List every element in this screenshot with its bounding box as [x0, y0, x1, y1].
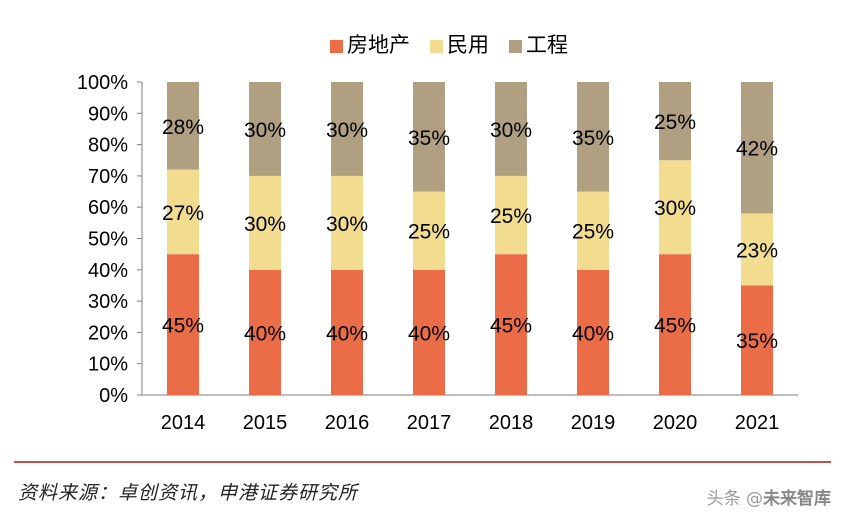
- x-tick-label: 2015: [243, 412, 288, 434]
- y-tick-label: 50%: [88, 229, 128, 251]
- y-tick-label: 20%: [88, 322, 128, 344]
- y-tick-label: 80%: [88, 135, 128, 157]
- x-tick-label: 2014: [161, 412, 206, 434]
- legend-label: 工程: [526, 33, 568, 57]
- bar-segment-2: [741, 213, 773, 286]
- data-label: 45%: [162, 315, 204, 338]
- data-label: 40%: [408, 322, 450, 345]
- data-label: 35%: [736, 330, 778, 353]
- bar-segment-1: [249, 269, 281, 395]
- y-tick-label: 70%: [88, 166, 128, 188]
- bar-segment-2: [167, 169, 199, 255]
- data-label: 30%: [244, 213, 286, 236]
- data-label: 28%: [162, 116, 204, 139]
- bar-segment-3: [331, 82, 363, 176]
- y-tick-label: 30%: [88, 291, 128, 313]
- x-tick-label: 2017: [407, 412, 452, 434]
- source-note: 资料来源：卓创资讯，申港证券研究所: [18, 482, 359, 504]
- watermark: 头条 @未来智库: [707, 484, 831, 509]
- legend-label: 民用: [447, 33, 489, 57]
- x-tick-label: 2016: [325, 412, 370, 434]
- data-label: 30%: [654, 197, 696, 220]
- legend-swatch-1: [330, 40, 343, 53]
- bar-segment-3: [495, 82, 527, 176]
- bar-segment-1: [495, 254, 527, 395]
- bar-segment-3: [659, 82, 691, 161]
- data-label: 45%: [490, 315, 532, 338]
- legend-label: 房地产: [347, 33, 410, 57]
- data-label: 30%: [244, 119, 286, 142]
- bar-segment-1: [577, 269, 609, 395]
- data-label: 30%: [326, 213, 368, 236]
- data-label: 25%: [654, 111, 696, 134]
- bar-segment-2: [577, 191, 609, 270]
- data-label: 40%: [244, 322, 286, 345]
- bar-segment-1: [331, 269, 363, 395]
- data-label: 35%: [572, 127, 614, 150]
- y-tick-label: 10%: [88, 354, 128, 376]
- data-label: 30%: [326, 119, 368, 142]
- bar-segment-2: [331, 175, 363, 270]
- data-label: 25%: [408, 221, 450, 244]
- bar-segment-3: [413, 82, 445, 192]
- stacked-bar-chart: 0% 10% 20% 30% 40% 50% 60% 70% 80% 90% 100% 45% 27% 2…: [77, 33, 798, 434]
- bar-segment-2: [495, 175, 527, 255]
- bar-segment-1: [741, 285, 773, 395]
- y-tick-label: 60%: [88, 197, 128, 219]
- data-label: 27%: [162, 202, 204, 225]
- data-label: 45%: [654, 315, 696, 338]
- data-label: 42%: [736, 138, 778, 161]
- y-tick-label: 100%: [77, 72, 128, 94]
- x-tick-label: 2020: [653, 412, 698, 434]
- data-label: 40%: [572, 322, 614, 345]
- watermark-name: 未来智库: [763, 489, 831, 509]
- x-tick-label: 2018: [489, 412, 534, 434]
- data-label: 35%: [408, 127, 450, 150]
- bar-segment-3: [249, 82, 281, 176]
- data-label: 40%: [326, 322, 368, 345]
- x-tick-label: 2019: [571, 412, 616, 434]
- data-label: 25%: [572, 221, 614, 244]
- bar-segment-2: [659, 160, 691, 255]
- bar-segment-2: [249, 175, 281, 270]
- data-label: 30%: [490, 119, 532, 142]
- bar-segment-1: [167, 254, 199, 395]
- bar-segment-1: [413, 269, 445, 395]
- x-tick-label: 2021: [735, 412, 780, 434]
- watermark-prefix: 头条 @: [706, 489, 763, 509]
- data-label: 25%: [490, 205, 532, 228]
- bar-segment-3: [741, 82, 773, 214]
- bar-segment-3: [577, 82, 609, 192]
- legend-swatch-3: [509, 40, 522, 53]
- bar-segment-3: [167, 82, 199, 170]
- bar-segment-1: [659, 254, 691, 395]
- legend-swatch-2: [430, 40, 443, 53]
- data-label: 23%: [736, 239, 778, 262]
- footer-divider: [14, 461, 831, 463]
- y-tick-label: 90%: [88, 103, 128, 125]
- y-tick-label: 0%: [99, 385, 128, 407]
- bar-segment-2: [413, 191, 445, 270]
- y-tick-label: 40%: [88, 260, 128, 282]
